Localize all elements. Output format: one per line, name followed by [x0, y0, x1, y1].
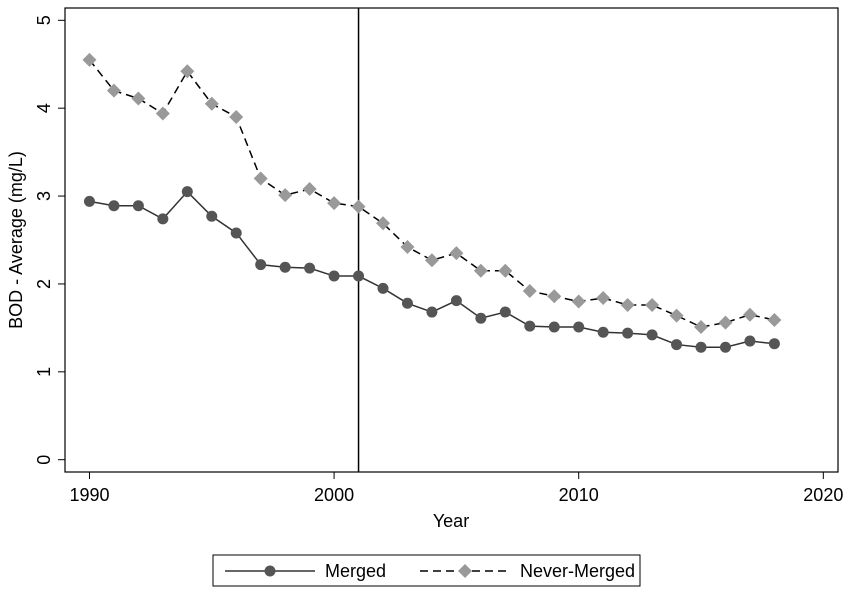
- legend-label: Merged: [325, 561, 386, 581]
- y-tick-label: 1: [34, 367, 54, 377]
- point: [694, 320, 709, 334]
- point: [719, 341, 731, 353]
- point: [279, 261, 291, 273]
- legend-marker: [458, 564, 472, 578]
- point: [547, 289, 562, 304]
- point: [571, 294, 586, 309]
- x-tick-label: 2010: [559, 485, 599, 505]
- point: [401, 297, 413, 309]
- point: [230, 227, 242, 239]
- point: [499, 306, 511, 318]
- x-axis-label: Year: [433, 511, 469, 531]
- point: [597, 326, 609, 338]
- point: [645, 298, 660, 313]
- point: [131, 91, 146, 106]
- point: [596, 291, 611, 305]
- point: [155, 106, 170, 121]
- point: [181, 186, 193, 198]
- x-tick-label: 1990: [69, 485, 109, 505]
- y-tick-label: 4: [34, 103, 54, 113]
- point: [255, 259, 267, 271]
- point: [278, 188, 293, 203]
- point: [83, 195, 95, 207]
- point: [204, 96, 219, 111]
- legend-label: Never-Merged: [520, 561, 635, 581]
- point: [180, 64, 195, 79]
- point: [573, 321, 585, 333]
- point: [351, 199, 366, 214]
- point: [524, 320, 536, 332]
- point: [400, 240, 415, 255]
- point: [622, 327, 634, 339]
- point: [767, 312, 782, 327]
- point: [646, 329, 658, 341]
- x-tick-label: 2020: [803, 485, 843, 505]
- point: [768, 338, 780, 350]
- point: [424, 253, 439, 268]
- point: [328, 270, 340, 282]
- point: [302, 182, 317, 197]
- point: [473, 263, 488, 278]
- point: [718, 315, 733, 330]
- point: [253, 171, 268, 186]
- point: [742, 307, 757, 322]
- point: [353, 270, 365, 282]
- point: [377, 282, 389, 294]
- point: [620, 298, 635, 313]
- point: [744, 335, 756, 347]
- y-tick-label: 5: [34, 15, 54, 25]
- point: [106, 83, 121, 98]
- point: [229, 109, 244, 124]
- plot-frame: [64, 7, 839, 473]
- point: [108, 200, 120, 212]
- series-line: [88, 59, 775, 328]
- legend-box: [212, 554, 641, 587]
- point: [376, 216, 391, 231]
- series-line: [89, 190, 775, 348]
- x-tick-label: 2000: [314, 485, 354, 505]
- y-tick-label: 3: [34, 191, 54, 201]
- point: [450, 295, 462, 307]
- point: [695, 341, 707, 353]
- point: [82, 52, 97, 67]
- point: [426, 306, 438, 318]
- point: [449, 246, 464, 261]
- point: [206, 210, 218, 222]
- point: [132, 200, 144, 212]
- point: [157, 213, 169, 225]
- point: [669, 308, 684, 323]
- point: [671, 339, 683, 351]
- point: [498, 263, 513, 278]
- point: [327, 196, 342, 211]
- point: [522, 283, 537, 298]
- point: [548, 321, 560, 333]
- point: [304, 262, 316, 274]
- legend-marker: [264, 565, 276, 577]
- point: [475, 312, 487, 324]
- y-axis-label: BOD - Average (mg/L): [6, 151, 26, 329]
- y-tick-label: 2: [34, 279, 54, 289]
- y-tick-label: 0: [34, 455, 54, 465]
